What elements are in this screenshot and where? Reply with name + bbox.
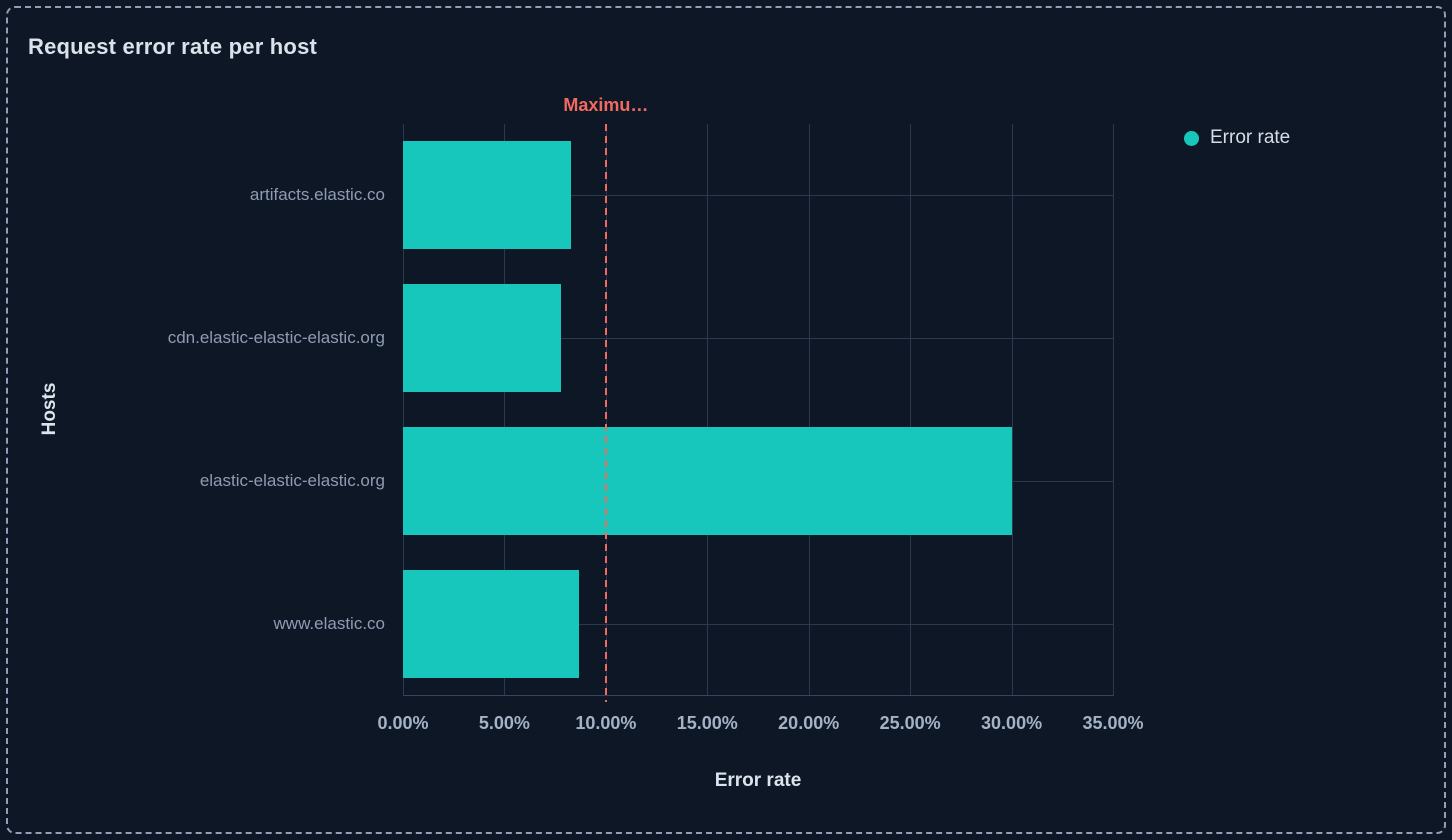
legend-label: Error rate [1210,127,1291,148]
legend-item-error-rate[interactable]: Error rate [1184,127,1290,149]
x-gridline [910,124,912,695]
chart-bar[interactable] [403,141,572,250]
y-axis-category-label: elastic-elastic-elastic.org [199,470,385,490]
chart-bar[interactable] [403,284,562,393]
threshold-line [604,124,607,702]
chart-bar[interactable] [403,569,580,678]
y-gridline [403,338,1114,340]
y-axis-title: Hosts [39,382,60,436]
panel-title: Request error rate per host [28,34,318,60]
threshold-label: Maximu… [563,95,649,115]
x-gridline [1011,124,1013,695]
y-gridline [403,195,1114,197]
x-gridline [504,124,506,695]
y-axis-category-label: artifacts.elastic.co [249,185,385,205]
y-axis-category-label: cdn.elastic-elastic-elastic.org [167,328,385,348]
y-gridline [403,623,1114,625]
x-gridline [403,124,404,695]
y-axis-category-label: www.elastic.co [273,613,385,633]
x-axis-tick-label: 10.00% [575,713,637,733]
x-axis-tick-label: 0.00% [377,713,429,733]
legend-dot-icon [1184,130,1199,146]
x-axis-tick-label: 25.00% [879,713,941,733]
x-axis-tick-label: 30.00% [981,713,1043,733]
x-axis-title: Error rate [714,770,802,791]
x-axis-tick-label: 15.00% [676,713,738,733]
x-axis-tick-label: 35.00% [1082,713,1144,733]
x-gridline [707,124,709,695]
x-axis-tick-label: 5.00% [478,713,530,733]
x-gridline [808,124,810,695]
x-axis-line [403,695,1114,696]
x-gridline [1113,124,1114,695]
x-axis-tick-label: 20.00% [778,713,840,733]
chart-bar[interactable] [403,426,1012,535]
